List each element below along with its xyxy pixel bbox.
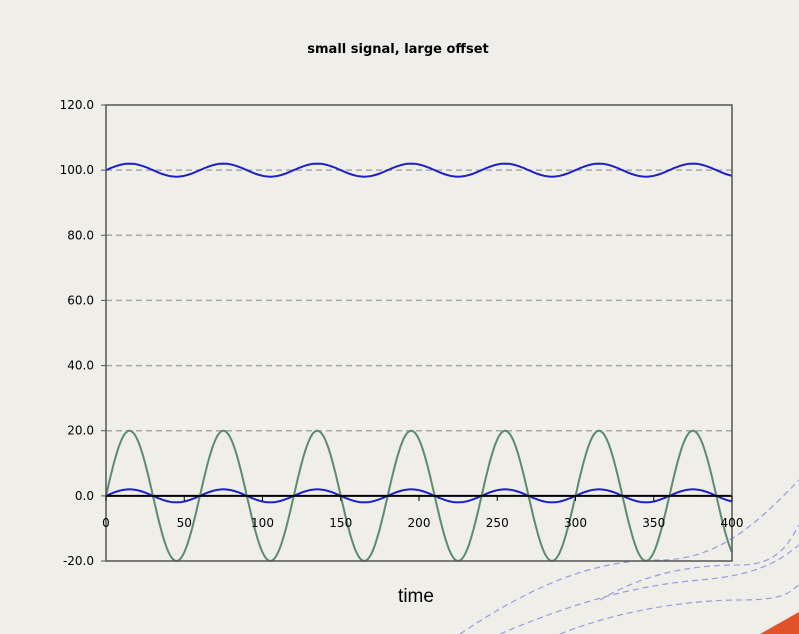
y-tick-label: 100.0	[60, 163, 94, 177]
chart-title: small signal, large offset	[307, 42, 488, 57]
y-tick-label: 80.0	[67, 228, 94, 242]
decorative-swoosh-lines	[459, 479, 799, 634]
plot-frame	[105, 104, 733, 562]
x-axis-ticks: 0 50 100 150 200 250 300 350 400	[102, 495, 744, 530]
series-line-2	[105, 488, 733, 504]
series-line-1	[105, 162, 733, 178]
decor-line	[559, 584, 799, 634]
x-tick-label: 0	[102, 516, 110, 530]
grid-lines	[106, 169, 732, 497]
y-tick-label: 120.0	[60, 98, 94, 112]
y-tick-label: -20.0	[63, 554, 94, 568]
x-tick-label: 250	[486, 516, 509, 530]
y-tick-label: 20.0	[67, 424, 94, 438]
decor-line	[499, 544, 799, 634]
x-tick-label: 100	[251, 516, 274, 530]
x-axis-label: time	[398, 586, 434, 607]
x-tick-label: 50	[177, 516, 192, 530]
x-tick-label: 200	[408, 516, 431, 530]
y-tick-label: 0.0	[75, 489, 94, 503]
decor-line	[459, 479, 799, 634]
x-tick-label: 350	[642, 516, 665, 530]
y-tick-label: 40.0	[67, 359, 94, 373]
x-tick-label: 300	[564, 516, 587, 530]
x-tick-label: 150	[329, 516, 352, 530]
x-tick-label: 400	[721, 516, 744, 530]
series-group	[105, 162, 733, 563]
y-axis-ticks: -20.0 0.0 20.0 40.0 60.0 80.0 100.0 120.0	[60, 98, 106, 568]
decor-corner	[760, 612, 799, 634]
series-line-3	[105, 429, 733, 563]
decor-line	[599, 524, 799, 601]
y-tick-label: 60.0	[67, 293, 94, 307]
